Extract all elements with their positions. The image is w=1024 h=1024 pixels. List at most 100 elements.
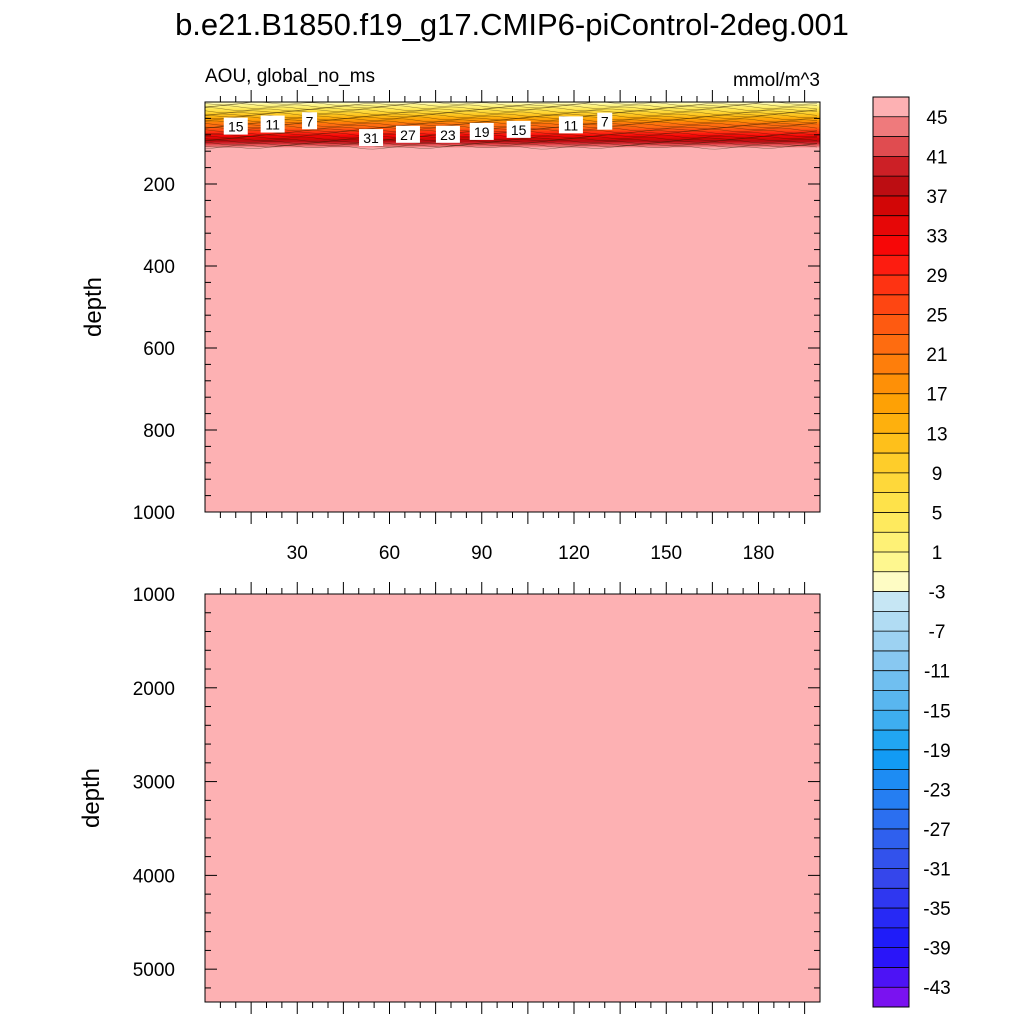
colorbar-segment [873, 97, 909, 118]
colorbar-segment [873, 195, 909, 217]
colorbar-label: 9 [932, 464, 943, 485]
variable-subtitle: AOU, global_no_ms [205, 66, 375, 87]
contour-label-box [359, 129, 384, 147]
lower-plot-area [205, 594, 820, 1002]
contour-line [204, 143, 818, 148]
contour-line [204, 101, 818, 106]
colorbar-segment [873, 453, 909, 474]
colorbar-label: -19 [923, 741, 950, 762]
colorbar-segment [873, 136, 909, 157]
contour-band [205, 103, 820, 107]
colorbar-label: 29 [926, 266, 947, 287]
contour-label-box [469, 122, 494, 140]
colorbar-label: 37 [926, 187, 947, 208]
contour-label-box [223, 117, 248, 135]
colorbar-segment [873, 354, 909, 375]
contour-label-box [558, 116, 583, 134]
contour-labels: 15 11 7 31 27 23 19 15 11 7 [223, 112, 613, 147]
colorbar-segment [873, 987, 909, 1008]
contour-label-text: 15 [511, 122, 527, 138]
colorbar-segment [873, 373, 909, 395]
colorbar-segment [873, 611, 909, 632]
colorbar-segment [873, 116, 909, 137]
colorbar-segment [873, 552, 909, 573]
colorbar-segment [873, 334, 909, 355]
colorbar-segment [873, 472, 909, 494]
y-tick-label: 600 [143, 339, 175, 360]
colorbar-label: 1 [932, 543, 943, 564]
contour-band [205, 147, 820, 150]
colorbar-segment [873, 393, 909, 414]
colorbar-segment [873, 156, 909, 177]
colorbar-segment [873, 908, 909, 929]
contour-label-box [435, 125, 460, 143]
chart-title: b.e21.B1850.f19_g17.CMIP6-piControl-2deg… [175, 7, 849, 42]
y-tick-label: 4000 [133, 866, 175, 887]
y-tick-label: 200 [143, 175, 175, 196]
colorbar-segment [873, 591, 909, 612]
upper-y-axis-label: depth [80, 277, 107, 337]
colorbar-label: -15 [923, 701, 950, 722]
x-tick-label: 30 [287, 543, 308, 564]
contour-label-box [506, 120, 531, 138]
contour-label-text: 31 [363, 130, 379, 146]
y-tick-label: 5000 [133, 960, 175, 981]
colorbar-segment [873, 749, 909, 771]
contour-label: 11 [260, 115, 285, 133]
lower-y-ticks: 1000 2000 3000 4000 5000 [133, 585, 820, 989]
colorbar-segment [873, 176, 909, 197]
y-tick-label: 3000 [133, 773, 175, 794]
colorbar-label: -27 [923, 820, 950, 841]
colorbar-segment [873, 828, 909, 850]
contour-label-text: 23 [440, 127, 456, 143]
colorbar-label: 25 [926, 306, 947, 327]
colorbar-segment [873, 413, 909, 434]
colorbar-segment [873, 809, 909, 830]
colorbar-segment [873, 571, 909, 592]
contour-line [204, 137, 818, 143]
contour-label: 23 [435, 125, 460, 143]
colorbar-label: -31 [923, 860, 950, 881]
colorbar-segment [873, 631, 909, 652]
contour-label: 7 [302, 112, 318, 130]
contour-label-text: 19 [474, 124, 490, 140]
colorbar-label: 45 [926, 108, 947, 129]
y-tick-label: 800 [143, 421, 175, 442]
contour-band [205, 102, 820, 105]
contour-label: 11 [558, 116, 583, 134]
contour-label-text: 15 [228, 119, 244, 135]
contour-line [204, 139, 818, 145]
contour-band [205, 138, 820, 141]
x-tick-label: 90 [471, 543, 492, 564]
colorbar-segment [873, 215, 909, 236]
contour-line [204, 141, 818, 146]
upper-x-ticks: 30 60 90 120 150 180 [219, 90, 806, 564]
colorbar-segment [873, 789, 909, 810]
colorbar-segment [873, 967, 909, 988]
lower-panel: 1000 2000 3000 4000 5000 depth [78, 582, 821, 1014]
colorbar-segment [873, 769, 909, 790]
colorbar-segment [873, 492, 909, 513]
contour-label-box [597, 112, 613, 130]
contour-label-box [395, 125, 420, 143]
lower-x-ticks [219, 582, 806, 1014]
contour-band [205, 116, 820, 119]
lower-y-axis-label: depth [78, 768, 105, 828]
colorbar-segment [873, 730, 909, 751]
colorbar-segment [873, 888, 909, 909]
colorbar-segment [873, 235, 909, 256]
contour-label: 15 [223, 117, 248, 135]
colorbar-segment [873, 927, 909, 949]
colorbar-label: -3 [929, 583, 946, 604]
x-tick-label: 120 [558, 543, 590, 564]
colorbar-label: -23 [923, 780, 950, 801]
colorbar-label: 41 [926, 147, 947, 168]
colorbar-label: 21 [926, 345, 947, 366]
contour-band [205, 107, 820, 110]
colorbar-segment [873, 868, 909, 889]
contour-label-text: 7 [306, 113, 314, 129]
colorbar-label: -39 [923, 939, 950, 960]
colorbar-segment [873, 314, 909, 335]
units-subtitle: mmol/m^3 [733, 70, 820, 91]
contour-line [204, 105, 818, 110]
